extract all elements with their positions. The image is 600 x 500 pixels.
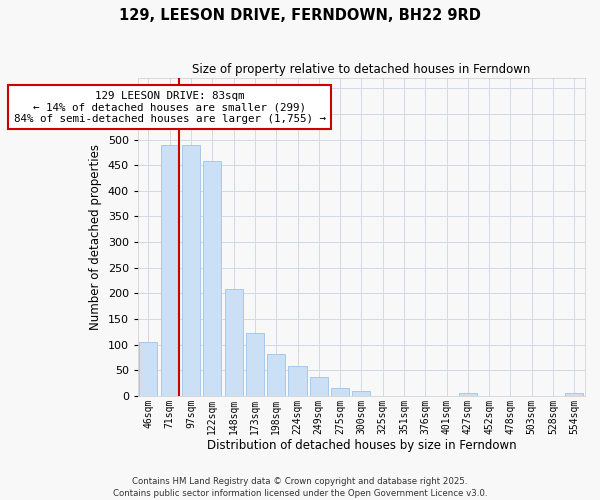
- X-axis label: Distribution of detached houses by size in Ferndown: Distribution of detached houses by size …: [206, 440, 516, 452]
- Bar: [224, 290, 242, 396]
- Bar: [565, 394, 583, 396]
- Bar: [331, 388, 349, 396]
- Text: 129, LEESON DRIVE, FERNDOWN, BH22 9RD: 129, LEESON DRIVE, FERNDOWN, BH22 9RD: [119, 8, 481, 22]
- Title: Size of property relative to detached houses in Ferndown: Size of property relative to detached ho…: [192, 62, 530, 76]
- Bar: [182, 144, 200, 396]
- Bar: [203, 161, 221, 396]
- Y-axis label: Number of detached properties: Number of detached properties: [89, 144, 102, 330]
- Text: Contains HM Land Registry data © Crown copyright and database right 2025.
Contai: Contains HM Land Registry data © Crown c…: [113, 476, 487, 498]
- Bar: [352, 391, 370, 396]
- Bar: [246, 333, 264, 396]
- Bar: [267, 354, 285, 396]
- Text: 129 LEESON DRIVE: 83sqm
← 14% of detached houses are smaller (299)
84% of semi-d: 129 LEESON DRIVE: 83sqm ← 14% of detache…: [14, 91, 326, 124]
- Bar: [459, 394, 477, 396]
- Bar: [289, 366, 307, 396]
- Bar: [139, 342, 157, 396]
- Bar: [161, 144, 179, 396]
- Bar: [310, 377, 328, 396]
